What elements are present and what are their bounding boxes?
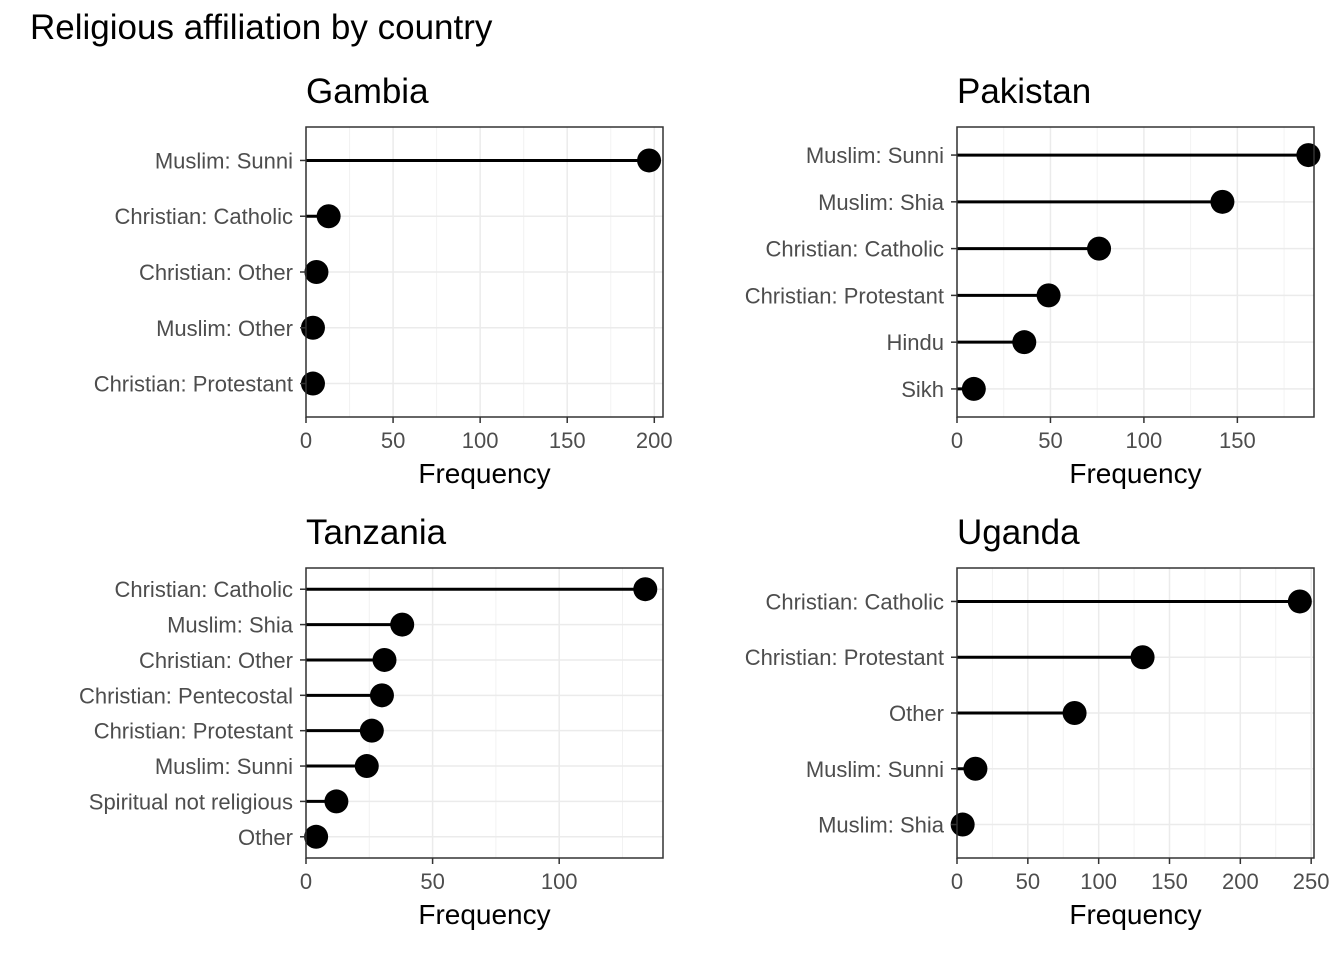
category-label: Christian: Catholic xyxy=(765,589,944,614)
lollipop-point xyxy=(1296,143,1321,168)
lollipop-point xyxy=(1036,283,1061,308)
lollipop-point xyxy=(354,754,379,779)
category-label: Muslim: Sunni xyxy=(806,757,944,782)
x-tick-label: 200 xyxy=(1222,869,1259,894)
lollipop-point xyxy=(324,789,349,814)
category-label: Christian: Protestant xyxy=(94,719,293,744)
x-tick-label: 0 xyxy=(951,428,963,453)
x-tick-label: 100 xyxy=(462,428,499,453)
lollipop-point xyxy=(300,371,325,396)
category-label: Christian: Protestant xyxy=(745,283,944,308)
x-tick-label: 0 xyxy=(300,869,312,894)
panel-title: Pakistan xyxy=(957,72,1091,111)
x-tick-label: 150 xyxy=(1219,428,1256,453)
panel-title: Tanzania xyxy=(306,513,447,552)
x-tick-label: 250 xyxy=(1293,869,1330,894)
lollipop-point xyxy=(359,718,384,743)
category-label: Christian: Other xyxy=(139,648,293,673)
panel-border xyxy=(305,567,664,859)
x-tick-label: 50 xyxy=(420,869,444,894)
lollipop-point xyxy=(390,612,415,637)
category-label: Christian: Catholic xyxy=(114,577,293,602)
category-label: Christian: Protestant xyxy=(94,372,293,397)
category-label: Hindu xyxy=(887,330,944,355)
panel-tanzania: Christian: Catholic Muslim: Shia Christian… xyxy=(79,513,664,930)
category-label: Spiritual not religious xyxy=(89,789,293,814)
lollipop-point xyxy=(961,376,986,401)
panel-uganda: Christian: Catholic Christian: Protestant… xyxy=(745,513,1330,930)
lollipop-point xyxy=(304,824,329,849)
x-axis-title: Frequency xyxy=(1069,458,1201,489)
figure-title: Religious affiliation by country xyxy=(30,8,493,47)
category-label: Muslim: Shia xyxy=(818,813,945,838)
lollipop-point xyxy=(1087,236,1112,261)
panel-title: Gambia xyxy=(306,72,429,111)
x-axis-title: Frequency xyxy=(1069,899,1201,930)
category-label: Sikh xyxy=(901,377,944,402)
x-tick-label: 0 xyxy=(300,428,312,453)
category-label: Christian: Catholic xyxy=(114,204,293,229)
panel-pakistan: Muslim: Sunni Muslim: Shia Christian: Cath… xyxy=(745,72,1321,489)
category-label: Muslim: Sunni xyxy=(806,143,944,168)
lollipop-point xyxy=(1062,701,1087,725)
panel-gambia: Muslim: Sunni Christian: Catholic Christia… xyxy=(94,72,673,489)
category-label: Muslim: Shia xyxy=(167,613,294,638)
lollipop-point xyxy=(1287,589,1312,614)
lollipop-point xyxy=(369,683,394,708)
x-tick-label: 100 xyxy=(1080,869,1117,894)
x-tick-label: 0 xyxy=(951,869,963,894)
category-label: Christian: Protestant xyxy=(745,645,944,670)
category-label: Muslim: Sunni xyxy=(155,148,293,173)
x-tick-label: 50 xyxy=(1016,869,1040,894)
x-tick-label: 50 xyxy=(381,428,405,453)
x-tick-label: 100 xyxy=(1126,428,1163,453)
lollipop-point xyxy=(1012,330,1037,355)
category-label: Christian: Other xyxy=(139,260,293,285)
lollipop-point xyxy=(300,315,325,340)
lollipop-point xyxy=(1210,189,1235,214)
lollipop-point xyxy=(637,148,662,173)
x-tick-label: 100 xyxy=(541,869,578,894)
category-label: Other xyxy=(238,825,293,850)
panel-title: Uganda xyxy=(957,513,1080,552)
panel-border xyxy=(956,126,1315,418)
category-label: Other xyxy=(889,701,944,726)
lollipop-point xyxy=(372,647,397,672)
lollipop-point xyxy=(963,756,988,781)
lollipop-point xyxy=(633,577,658,602)
x-axis-title: Frequency xyxy=(418,899,550,930)
lollipop-point xyxy=(1130,645,1155,670)
category-label: Muslim: Other xyxy=(156,316,293,341)
x-tick-label: 150 xyxy=(549,428,586,453)
category-label: Muslim: Shia xyxy=(818,190,945,215)
category-label: Muslim: Sunni xyxy=(155,754,293,779)
lollipop-point xyxy=(304,260,329,284)
x-tick-label: 200 xyxy=(636,428,673,453)
panel-background xyxy=(306,568,663,858)
panel-background xyxy=(957,127,1314,417)
x-axis-title: Frequency xyxy=(418,458,550,489)
category-label: Christian: Catholic xyxy=(765,237,944,262)
x-tick-label: 150 xyxy=(1151,869,1188,894)
lollipop-point xyxy=(316,204,341,229)
category-label: Christian: Pentecostal xyxy=(79,683,293,708)
x-tick-label: 50 xyxy=(1038,428,1062,453)
